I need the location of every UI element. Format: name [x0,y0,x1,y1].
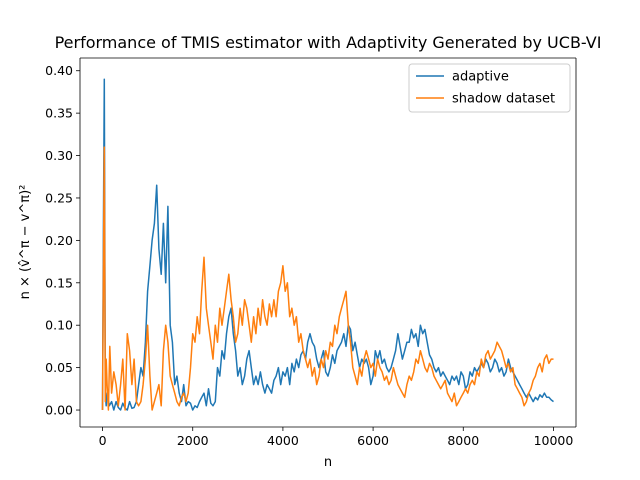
y-axis-ticks: 0.00 0.05 0.10 0.15 0.20 0.25 0.30 0.35 0.40 [45,63,80,418]
legend-label-adaptive: adaptive [452,70,509,85]
y-tick-label: 0.20 [45,233,73,248]
legend-box [408,63,571,113]
y-tick-label: 0.15 [45,275,73,290]
y-tick-label: 0.10 [45,318,73,333]
x-tick-label: 0 [99,433,107,448]
y-tick-label: 0.35 [45,106,73,121]
legend: adaptive shadow dataset [408,63,571,113]
series-layer [101,78,554,411]
chart-title: Performance of TMIS estimator with Adapt… [55,33,602,52]
y-tick-label: 0.00 [45,403,73,418]
y-tick-label: 0.40 [45,63,73,78]
x-tick-label: 2000 [177,433,209,448]
y-tick-label: 0.05 [45,360,73,375]
x-axis-ticks: 0 2000 4000 6000 8000 10000 [99,427,574,448]
y-axis-label: n × (v̂^π − v^π)² [18,185,33,300]
legend-label-shadow-dataset: shadow dataset [452,92,555,107]
x-tick-label: 6000 [357,433,389,448]
plot-area [80,58,576,427]
y-tick-label: 0.25 [45,190,73,205]
x-tick-label: 8000 [447,433,479,448]
series-line-shadow-dataset [101,146,554,411]
x-tick-label: 4000 [267,433,299,448]
x-axis-label: n [324,455,332,470]
y-tick-label: 0.30 [45,148,73,163]
x-tick-label: 10000 [534,433,574,448]
